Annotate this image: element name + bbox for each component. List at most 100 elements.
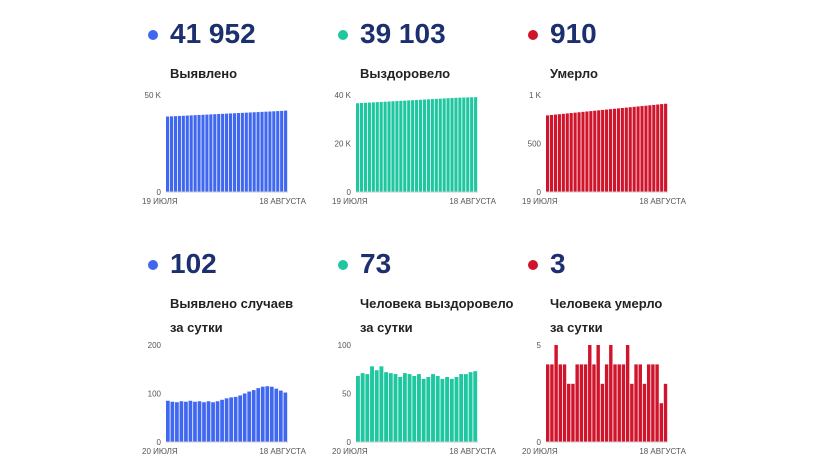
- bar: [620, 108, 624, 192]
- bar: [473, 371, 478, 442]
- bar: [593, 110, 597, 192]
- y-tick-label: 20 K: [335, 140, 352, 149]
- bar: [663, 383, 668, 442]
- total-cases-value: 41 952: [170, 18, 256, 49]
- y-tick-label: 5: [537, 341, 542, 350]
- label-line: Человека выздоровело: [360, 296, 514, 311]
- daily-recovered-label: Человека выздоровело за сутки: [360, 292, 514, 340]
- bar: [459, 374, 464, 442]
- bar: [449, 378, 454, 442]
- bar: [638, 364, 642, 442]
- bar: [209, 114, 213, 192]
- bar: [383, 101, 387, 192]
- bar: [276, 111, 280, 192]
- bar: [359, 103, 364, 192]
- bar: [356, 376, 360, 442]
- daily-cases-value: 102: [170, 248, 217, 279]
- bar: [450, 98, 454, 192]
- bar: [609, 345, 613, 442]
- bar: [553, 114, 558, 192]
- total-cases-label: Выявлено: [170, 62, 237, 86]
- bar: [367, 102, 371, 192]
- bar: [554, 345, 558, 442]
- label-line: Выявлено случаев: [170, 296, 294, 311]
- bar: [228, 113, 233, 192]
- bar: [581, 111, 585, 192]
- bar: [251, 390, 256, 442]
- bar: [205, 114, 209, 192]
- bar: [412, 376, 417, 442]
- bar: [632, 106, 636, 192]
- bar: [430, 99, 434, 192]
- legend-dot: [528, 30, 538, 40]
- daily-cases-chart: 0 100 200 20 ИЮЛЯ 18 АВГУСТА: [142, 341, 307, 456]
- bar: [375, 102, 379, 192]
- bar: [440, 378, 445, 442]
- bar: [659, 403, 663, 442]
- label-line: Выздоровело: [360, 66, 451, 81]
- bar: [256, 388, 261, 442]
- bar: [242, 393, 247, 442]
- bar: [185, 115, 189, 192]
- bar: [438, 98, 442, 192]
- bar: [426, 377, 431, 442]
- bar: [567, 383, 571, 442]
- bar: [184, 401, 188, 442]
- panel-total-deaths: 910 Умерло 0 500 1 K 19 ИЮЛЯ 18 АВГУСТА: [522, 10, 726, 240]
- bar: [252, 112, 256, 192]
- x-tick-label: 18 АВГУСТА: [449, 447, 496, 456]
- daily-recovered-value: 73: [360, 248, 392, 279]
- bar: [630, 383, 634, 442]
- x-tick-label: 19 ИЮЛЯ: [332, 197, 368, 206]
- bar: [407, 374, 412, 442]
- bar: [651, 364, 655, 442]
- bar: [640, 106, 644, 192]
- bar: [202, 402, 206, 442]
- total-cases-chart: 0 50 K 19 ИЮЛЯ 18 АВГУСТА: [142, 91, 307, 206]
- bar: [402, 373, 407, 442]
- bar: [384, 372, 389, 442]
- bar: [426, 99, 430, 192]
- bar: [232, 113, 237, 192]
- bar: [431, 374, 435, 442]
- bar: [248, 112, 252, 192]
- bar: [201, 114, 205, 192]
- bar: [274, 388, 279, 442]
- bar: [283, 392, 288, 442]
- bar: [634, 364, 638, 442]
- bar: [628, 107, 632, 192]
- bar: [211, 402, 215, 442]
- bar: [365, 374, 370, 442]
- bar: [206, 401, 211, 442]
- bar: [220, 399, 224, 442]
- bar: [597, 110, 601, 192]
- bar: [391, 101, 395, 192]
- y-tick-label: 0: [537, 188, 542, 197]
- bar: [454, 97, 458, 192]
- bar: [655, 364, 659, 442]
- total-deaths-value: 910: [550, 18, 597, 49]
- y-tick-label: 1 K: [529, 91, 542, 100]
- bar: [224, 398, 229, 442]
- bar: [422, 99, 427, 192]
- bar: [260, 111, 264, 192]
- bar: [434, 98, 438, 192]
- panel-daily-recovered: 73 Человека выздоровело за сутки 0 50 100 2…: [332, 240, 536, 470]
- bar: [558, 364, 563, 442]
- bar: [229, 397, 233, 442]
- panel-daily-deaths: 3 Человека умерло за сутки 0 5 20 ИЮЛЯ 18 А…: [522, 240, 726, 470]
- legend-dot: [338, 260, 348, 270]
- bar: [470, 97, 474, 192]
- panel-total-cases: 41 952 Выявлено 0 50 K 19 ИЮЛЯ 18 АВГУСТА: [142, 10, 346, 240]
- bar: [278, 390, 283, 442]
- bar: [557, 114, 561, 192]
- bar: [646, 364, 651, 442]
- bar: [445, 377, 450, 442]
- x-tick-label: 18 АВГУСТА: [639, 197, 686, 206]
- bar: [446, 98, 450, 192]
- y-tick-label: 100: [148, 390, 162, 399]
- bar: [374, 370, 379, 442]
- bar: [398, 377, 403, 442]
- bar: [600, 383, 605, 442]
- y-tick-label: 0: [347, 438, 352, 447]
